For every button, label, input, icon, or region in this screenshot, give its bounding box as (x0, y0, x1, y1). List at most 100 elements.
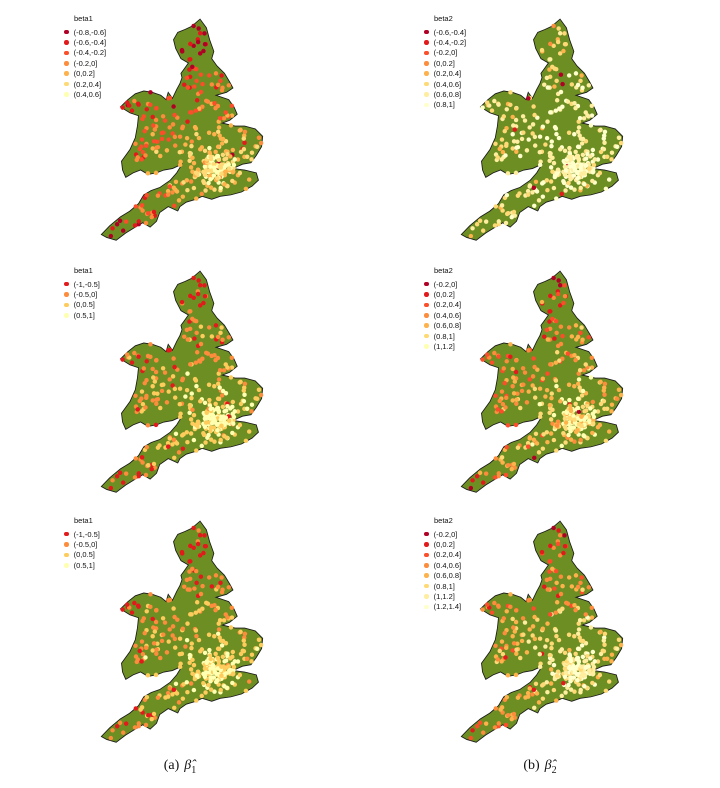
data-point (193, 318, 199, 324)
data-point (151, 641, 157, 646)
data-point (124, 352, 130, 357)
data-point (606, 177, 612, 182)
data-point (502, 380, 507, 386)
data-point (149, 716, 154, 722)
data-point (198, 591, 204, 597)
data-point (194, 673, 200, 678)
data-point (501, 114, 507, 119)
data-point (493, 393, 498, 399)
data-point (477, 720, 483, 725)
data-point (598, 401, 604, 407)
data-point (152, 629, 158, 634)
data-point (158, 153, 163, 159)
data-point (549, 395, 554, 401)
data-point (120, 105, 125, 110)
data-point (197, 283, 203, 288)
data-point (545, 85, 551, 90)
data-point (148, 354, 153, 360)
data-point (117, 720, 123, 725)
data-point (519, 388, 525, 394)
data-point (589, 615, 595, 620)
data-point (601, 648, 607, 654)
data-point (223, 658, 229, 663)
data-point (558, 591, 564, 597)
data-point (589, 365, 595, 370)
data-point (504, 694, 510, 700)
data-point (185, 85, 191, 90)
data-point (193, 628, 199, 633)
legend-entry: (0.4,0.6] (424, 560, 461, 570)
data-point (562, 293, 568, 299)
data-point (616, 135, 622, 140)
data-point (216, 157, 222, 163)
data-point (561, 430, 566, 436)
data-point (217, 367, 223, 373)
legend-entry: (-0.2,0] (424, 48, 466, 58)
data-point (136, 354, 141, 359)
data-point (172, 203, 177, 209)
data-point (258, 140, 264, 146)
data-point (583, 408, 589, 413)
data-point (563, 670, 569, 675)
data-point (193, 698, 199, 703)
legend-entry: (1,1.2] (424, 591, 461, 601)
data-point (191, 275, 196, 281)
data-point (503, 153, 508, 158)
data-point (123, 721, 129, 726)
data-point (511, 209, 517, 215)
data-point (191, 23, 196, 29)
legend-label: (-0.5,0] (73, 540, 98, 550)
data-point (499, 659, 504, 664)
data-point (172, 614, 177, 620)
data-point (522, 620, 528, 625)
data-point (588, 625, 594, 630)
data-point (513, 369, 519, 375)
data-point (185, 689, 190, 695)
data-point (194, 78, 199, 84)
data-point (525, 690, 531, 696)
data-point (552, 336, 557, 341)
caption-b-symbol: β̂ (544, 758, 552, 773)
data-point (167, 436, 172, 441)
data-point (559, 443, 564, 449)
legend-label: (-1,-0.5] (73, 279, 100, 289)
data-point (164, 400, 170, 405)
data-point (558, 399, 563, 404)
data-point (566, 432, 571, 438)
data-point (565, 351, 571, 356)
data-point (580, 152, 586, 158)
legend-dot-icon (424, 61, 429, 66)
data-point (206, 73, 212, 78)
data-point (141, 114, 147, 119)
legend-label: (-0.2,0] (433, 279, 458, 289)
data-point (553, 108, 559, 113)
data-point (557, 553, 563, 558)
data-point (532, 636, 538, 642)
data-point (579, 73, 584, 78)
data-point (553, 610, 559, 615)
data-point (527, 377, 532, 382)
data-point (509, 214, 514, 220)
data-point (514, 401, 519, 406)
data-point (496, 354, 501, 359)
data-point (170, 122, 176, 127)
data-point (183, 644, 188, 649)
data-point (153, 608, 159, 613)
data-point (547, 309, 552, 314)
data-point (181, 432, 186, 437)
legend-dot-icon (424, 323, 429, 329)
data-point (182, 334, 187, 339)
data-point (216, 659, 222, 665)
data-point (519, 638, 525, 644)
data-point (136, 721, 142, 726)
legend-entry: (1.2,1.4] (424, 602, 461, 612)
legend-entry: (-0.4,-0.2] (64, 48, 106, 58)
data-point (573, 323, 579, 328)
data-point (552, 84, 557, 89)
data-point (590, 178, 595, 184)
data-point (139, 137, 145, 142)
data-point (189, 641, 194, 646)
data-point (108, 233, 114, 239)
data-point (166, 137, 171, 142)
data-point (216, 377, 222, 382)
